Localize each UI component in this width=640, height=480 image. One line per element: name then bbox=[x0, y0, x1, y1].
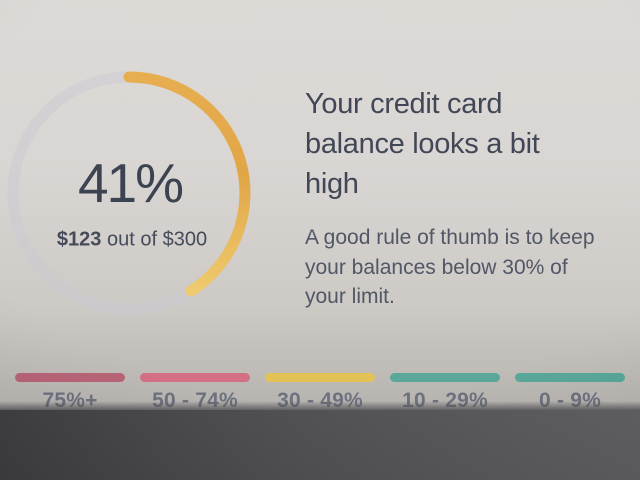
balance-summary: $123 out of $300 bbox=[57, 229, 207, 252]
scale-bar bbox=[15, 373, 125, 382]
utilization-percent: 41% bbox=[77, 152, 184, 214]
balance-suffix: out of $300 bbox=[101, 228, 208, 251]
balance-amount: $123 bbox=[56, 228, 102, 251]
advice-line: A good rule of thumb is to keep bbox=[305, 226, 595, 249]
scale-bar bbox=[515, 373, 625, 382]
advice-text: A good rule of thumb is to keep your bal… bbox=[305, 223, 625, 312]
page-title: Your credit card balance looks a bit hig… bbox=[305, 84, 625, 204]
utilization-gauge bbox=[7, 71, 251, 315]
heading-line: balance looks a bit bbox=[305, 128, 540, 160]
heading-line: high bbox=[305, 168, 359, 200]
band-fade-edge bbox=[0, 401, 640, 411]
scale-bar bbox=[140, 373, 250, 382]
scale-bar bbox=[265, 373, 375, 382]
heading-line: Your credit card bbox=[305, 88, 503, 120]
scale-bar bbox=[390, 373, 500, 382]
message-panel: Your credit card balance looks a bit hig… bbox=[305, 84, 625, 312]
bottom-dark-band: COMPLAINTS BOARD RESOLVING SINCE 2004 bbox=[0, 410, 640, 480]
advice-line: your balances below 30% of bbox=[305, 255, 568, 279]
gauge-fill-arc bbox=[123, 71, 251, 297]
advice-line: your limit. bbox=[305, 285, 395, 308]
app-background: 41% $123 out of $300 Your credit card ba… bbox=[0, 0, 640, 412]
